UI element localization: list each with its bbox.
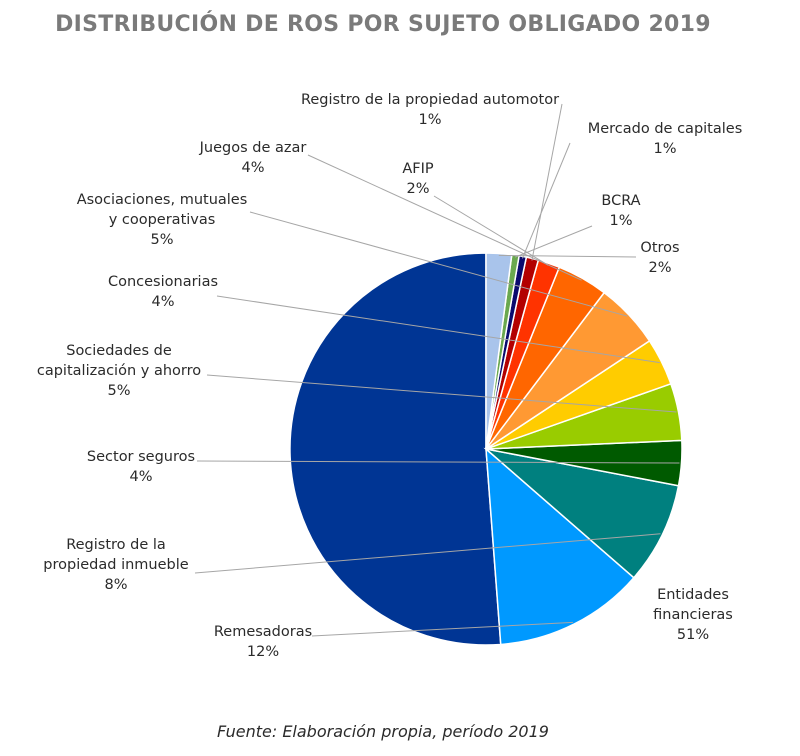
pie-slices: [289, 252, 683, 646]
slice-category-label: Sector seguros: [87, 449, 195, 465]
pie-slice: [485, 252, 513, 450]
slice-category-label: BCRA: [601, 193, 640, 209]
slice-value-label: 4%: [129, 469, 152, 485]
slice-category-label: Concesionarias: [108, 274, 218, 290]
slice-category-label: AFIP: [402, 161, 434, 177]
slice-value-label: 5%: [150, 232, 173, 248]
chart-title: DISTRIBUCIÓN DE ROS POR SUJETO OBLIGADO …: [55, 12, 711, 37]
slice-category-label: Sociedades de: [66, 343, 172, 359]
slice-value-label: 12%: [247, 644, 279, 660]
slice-value-label: 2%: [406, 181, 429, 197]
leader-line: [521, 142, 571, 259]
slice-category-label: Juegos de azar: [199, 140, 307, 156]
slice-value-label: 5%: [107, 383, 130, 399]
source-note: Fuente: Elaboración propia, período 2019: [217, 722, 549, 741]
slice-value-label: 4%: [151, 294, 174, 310]
slice-category-label: Entidades: [657, 587, 729, 603]
leader-line: [311, 621, 574, 637]
leader-lines: [194, 103, 680, 637]
slice-category-label: capitalización y ahorro: [37, 363, 201, 379]
slice-value-label: 1%: [609, 213, 632, 229]
leader-line: [514, 225, 593, 258]
leader-line: [433, 195, 549, 266]
leader-line: [216, 295, 660, 364]
leader-line: [196, 460, 680, 464]
slice-category-label: financieras: [653, 607, 733, 623]
leader-line: [498, 254, 637, 258]
slice-category-label: Mercado de capitales: [588, 121, 743, 137]
slice-category-label: Registro de la: [66, 537, 166, 553]
slice-value-label: 1%: [653, 141, 676, 157]
slice-value-label: 8%: [104, 577, 127, 593]
slice-value-label: 1%: [418, 112, 441, 128]
slice-labels: Entidades financieras 51% Remesadoras 12% Reg…: [37, 92, 742, 660]
leader-line: [307, 154, 582, 281]
slice-category-label: y cooperativas: [109, 212, 216, 228]
leader-line: [531, 103, 563, 261]
slice-value-label: 4%: [241, 160, 264, 176]
leader-line: [194, 533, 661, 574]
slice-value-label: 51%: [677, 627, 709, 643]
slice-value-label: 2%: [648, 260, 671, 276]
pie-slice: [485, 447, 635, 646]
slice-category-label: Remesadoras: [214, 624, 312, 640]
pie-slice: [483, 447, 680, 579]
slice-category-label: propiedad inmueble: [43, 557, 188, 573]
leader-line: [249, 211, 628, 317]
slice-category-label: Otros: [640, 240, 679, 256]
slice-category-label: Registro de la propiedad automotor: [301, 92, 559, 108]
slice-category-label: Asociaciones, mutuales: [77, 192, 248, 208]
leader-line: [206, 374, 677, 413]
